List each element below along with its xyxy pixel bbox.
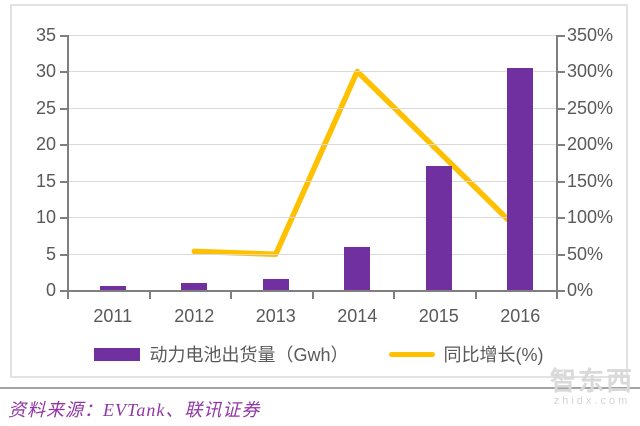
battery-shipment-bar bbox=[181, 282, 208, 290]
x-axis-label: 2011 bbox=[93, 306, 133, 326]
y-axis-label-left: 10 bbox=[35, 207, 56, 228]
legend-item-shipments: 动力电池出货量（Gwh） bbox=[94, 341, 349, 367]
x-axis-label: 2016 bbox=[500, 306, 541, 326]
y-axis-label-right: 50% bbox=[567, 243, 604, 264]
y-axis-label-right: 0% bbox=[567, 280, 594, 300]
x-axis-tick bbox=[556, 292, 558, 299]
x-axis-label: 2014 bbox=[337, 306, 378, 326]
left-axis-tick bbox=[60, 290, 67, 292]
right-axis-tick bbox=[558, 35, 565, 37]
y-axis-label-right: 100% bbox=[567, 207, 614, 228]
left-axis-tick bbox=[60, 35, 67, 37]
line-series-label: 同比增长(%) bbox=[443, 345, 544, 365]
y-axis-label-left: 15 bbox=[35, 170, 56, 191]
y-axis-label-left: 35 bbox=[35, 25, 56, 45]
x-axis-label: 2013 bbox=[255, 306, 296, 326]
x-axis-label: 2015 bbox=[418, 306, 459, 326]
x-axis-label: 2012 bbox=[174, 306, 215, 326]
right-axis-tick bbox=[558, 71, 565, 74]
right-axis-tick bbox=[558, 144, 565, 147]
x-axis-tick bbox=[393, 292, 395, 299]
x-axis-tick bbox=[148, 292, 151, 299]
right-axis-tick bbox=[558, 107, 565, 110]
x-axis-tick bbox=[474, 292, 477, 299]
right-axis-tick bbox=[558, 290, 565, 292]
left-axis-tick bbox=[60, 217, 67, 220]
battery-shipment-bar bbox=[507, 67, 534, 290]
chart-legend: 动力电池出货量（Gwh） 同比增长(%) bbox=[10, 341, 628, 367]
gridline bbox=[68, 144, 557, 146]
left-axis-tick bbox=[60, 107, 67, 110]
gridline bbox=[68, 217, 557, 219]
line-series-swatch bbox=[388, 351, 435, 357]
y-axis-label-left: 0 bbox=[45, 280, 56, 300]
x-axis-tick bbox=[230, 292, 232, 299]
watermark-logo-text: 智东西 bbox=[549, 366, 634, 396]
left-axis-tick bbox=[60, 144, 67, 147]
x-axis-tick bbox=[311, 292, 314, 299]
battery-shipment-bar bbox=[344, 247, 371, 290]
y-axis-label-left: 25 bbox=[35, 97, 56, 118]
watermark: 智东西 zhidx.com bbox=[548, 367, 636, 408]
gridline bbox=[68, 253, 557, 255]
left-axis-tick bbox=[60, 180, 67, 183]
bar-series-swatch bbox=[94, 347, 141, 361]
legend-item-growth: 同比增长(%) bbox=[388, 341, 544, 367]
y-axis-label-right: 200% bbox=[567, 134, 614, 155]
right-axis-tick bbox=[558, 180, 565, 183]
left-axis-tick bbox=[60, 253, 67, 256]
gridline bbox=[68, 180, 557, 182]
source-text: 资料来源：EVTank、联讯证券 bbox=[8, 400, 261, 420]
right-axis-line bbox=[556, 35, 558, 297]
right-axis-tick bbox=[558, 217, 565, 220]
battery-shipment-bar bbox=[262, 279, 289, 290]
gridline bbox=[68, 71, 557, 73]
x-axis-line bbox=[67, 290, 558, 292]
y-axis-label-right: 150% bbox=[567, 170, 614, 191]
left-axis-tick bbox=[60, 71, 67, 74]
bar-series-label: 动力电池出货量（Gwh） bbox=[149, 345, 349, 365]
left-axis-line bbox=[67, 35, 69, 297]
y-axis-label-left: 5 bbox=[45, 243, 56, 264]
x-axis-tick bbox=[67, 292, 69, 299]
battery-shipment-bar bbox=[425, 166, 452, 290]
y-axis-label-left: 30 bbox=[35, 61, 56, 82]
gridline bbox=[68, 107, 557, 109]
y-axis-label-left: 20 bbox=[35, 134, 56, 155]
battery-shipment-bar bbox=[99, 286, 126, 290]
gridline bbox=[68, 35, 557, 36]
watermark-url-text: zhidx.com bbox=[553, 395, 631, 407]
y-axis-label-right: 250% bbox=[567, 97, 614, 118]
y-axis-label-right: 350% bbox=[567, 25, 614, 45]
y-axis-label-right: 300% bbox=[567, 61, 614, 82]
separator-line bbox=[0, 387, 640, 389]
right-axis-tick bbox=[558, 253, 565, 256]
